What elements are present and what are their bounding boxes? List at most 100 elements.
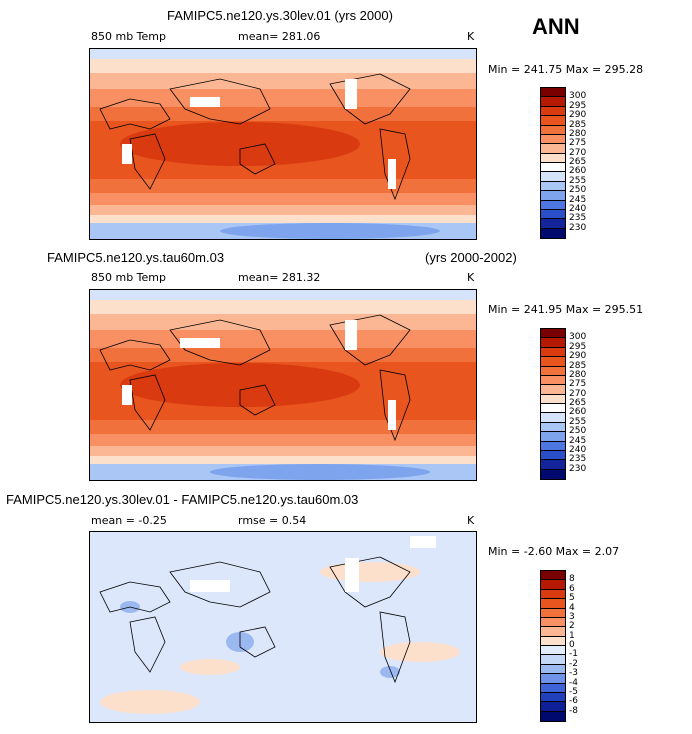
colorbar-label: 3 xyxy=(569,611,575,622)
panel3-colorbar-labels: 8 6 5 4 3 2 1 0 -1 -2 -3 -4 -5 -6 -8 xyxy=(569,570,599,720)
colorbar-label: 265 xyxy=(569,398,587,408)
colorbar-label: 280 xyxy=(569,128,587,139)
colorbar-swatch xyxy=(541,404,565,414)
panel1-title: FAMIPC5.ne120.ys.30lev.01 (yrs 2000) xyxy=(167,8,393,23)
colorbar-label: 230 xyxy=(569,463,587,474)
colorbar-label: 260 xyxy=(569,166,587,177)
coastlines xyxy=(99,556,411,684)
colorbar-swatch xyxy=(541,329,565,339)
colorbar-swatch xyxy=(541,106,565,117)
colorbar-label: 2 xyxy=(569,621,575,632)
colorbar-swatch xyxy=(541,228,565,238)
missing-data xyxy=(122,320,396,430)
panel3-rmse: rmse = 0.54 xyxy=(238,514,307,527)
colorbar-swatch xyxy=(541,338,565,348)
panel2-variable: 850 mb Temp xyxy=(91,271,167,284)
colorbar-swatch xyxy=(541,144,565,154)
colorbar-swatch xyxy=(541,580,565,590)
colorbar-label: 265 xyxy=(569,157,587,167)
colorbar-label: 300 xyxy=(569,91,587,102)
colorbar-swatch xyxy=(541,636,565,646)
colorbar-swatch xyxy=(541,357,565,367)
colorbar-label: 250 xyxy=(569,185,587,196)
colorbar-label: -1 xyxy=(569,649,578,660)
colorbar-swatch xyxy=(541,627,565,637)
colorbar-swatch xyxy=(541,375,565,386)
colorbar-swatch xyxy=(541,608,565,618)
colorbar-swatch xyxy=(541,469,565,479)
panel3-title: FAMIPC5.ne120.ys.30lev.01 - FAMIPC5.ne12… xyxy=(6,492,359,507)
panel3-minmax: Min = -2.60 Max = 2.07 xyxy=(488,545,620,558)
colorbar-label: 255 xyxy=(569,175,587,186)
colorbar-label: 5 xyxy=(569,593,575,604)
panel2-mean: mean= 281.32 xyxy=(238,271,321,284)
colorbar-swatch xyxy=(541,97,565,107)
season-label: ANN xyxy=(532,14,580,39)
colorbar-swatch xyxy=(541,385,565,395)
colorbar-swatch xyxy=(541,181,565,192)
colorbar-label: -4 xyxy=(569,677,578,688)
missing-data xyxy=(190,536,436,592)
panel1-colorbar-labels: 300 295 290 285 280 275 270 265 260 255 250 245 240 2… xyxy=(569,87,599,237)
colorbar-label: 250 xyxy=(569,426,587,437)
colorbar-label: 270 xyxy=(569,147,587,158)
colorbar-swatch xyxy=(541,219,565,229)
panel2-units: K xyxy=(467,271,475,284)
colorbar-swatch xyxy=(541,125,565,135)
colorbar-label: 1 xyxy=(569,630,575,641)
colorbar-swatch xyxy=(541,394,565,404)
colorbar-label: 275 xyxy=(569,138,587,149)
colorbar-label: 280 xyxy=(569,369,587,380)
colorbar-label: 245 xyxy=(569,194,587,205)
colorbar-label: 235 xyxy=(569,454,587,465)
colorbar-swatch xyxy=(541,711,565,721)
colorbar-label: 300 xyxy=(569,332,587,343)
colorbar-swatch xyxy=(541,116,565,126)
panel1-map xyxy=(89,48,477,240)
colorbar-label: 245 xyxy=(569,435,587,446)
colorbar-label: -6 xyxy=(569,696,578,707)
colorbar-swatch xyxy=(541,172,565,182)
colorbar-swatch xyxy=(541,432,565,442)
colorbar-swatch xyxy=(541,450,565,461)
colorbar-swatch xyxy=(541,702,565,712)
panel2-colorbar-labels: 300 295 290 285 280 275 270 265 260 255 250 245 240 2… xyxy=(569,328,599,478)
colorbar-swatch xyxy=(541,589,565,600)
colorbar-label: 0 xyxy=(569,640,575,650)
panel3-colorbar xyxy=(540,570,566,722)
colorbar-swatch xyxy=(541,441,565,451)
colorbar-label: 295 xyxy=(569,100,587,111)
colorbar-swatch xyxy=(541,683,565,693)
panel2-title: FAMIPC5.ne120.ys.tau60m.03 xyxy=(47,250,225,265)
colorbar-swatch xyxy=(541,664,565,675)
panel2-colorbar xyxy=(540,328,566,480)
colorbar-swatch xyxy=(541,599,565,609)
colorbar-swatch xyxy=(541,571,565,581)
colorbar-swatch xyxy=(541,134,565,145)
colorbar-label: 8 xyxy=(569,574,575,585)
colorbar-swatch xyxy=(541,646,565,656)
colorbar-label: 290 xyxy=(569,110,587,121)
colorbar-label: 260 xyxy=(569,407,587,418)
panel1-map-svg xyxy=(90,49,476,239)
colorbar-swatch xyxy=(541,413,565,423)
panel2-map xyxy=(89,289,477,481)
colorbar-label: 285 xyxy=(569,360,587,371)
colorbar-swatch xyxy=(541,366,565,376)
colorbar-swatch xyxy=(541,347,565,358)
colorbar-label: 290 xyxy=(569,351,587,362)
panel1-minmax: Min = 241.75 Max = 295.28 xyxy=(488,63,644,76)
panel2-map-svg xyxy=(90,290,476,480)
colorbar-swatch xyxy=(541,460,565,470)
colorbar-swatch xyxy=(541,422,565,433)
colorbar-label: 255 xyxy=(569,416,587,427)
colorbar-label: 235 xyxy=(569,213,587,224)
colorbar-label: -5 xyxy=(569,686,578,697)
colorbar-label: 240 xyxy=(569,203,587,214)
panel3-mean: mean = -0.25 xyxy=(91,514,167,527)
colorbar-swatch xyxy=(541,200,565,210)
colorbar-swatch xyxy=(541,655,565,665)
colorbar-label: 230 xyxy=(569,222,587,233)
colorbar-swatch xyxy=(541,209,565,220)
panel2-minmax: Min = 241.95 Max = 295.51 xyxy=(488,303,644,316)
